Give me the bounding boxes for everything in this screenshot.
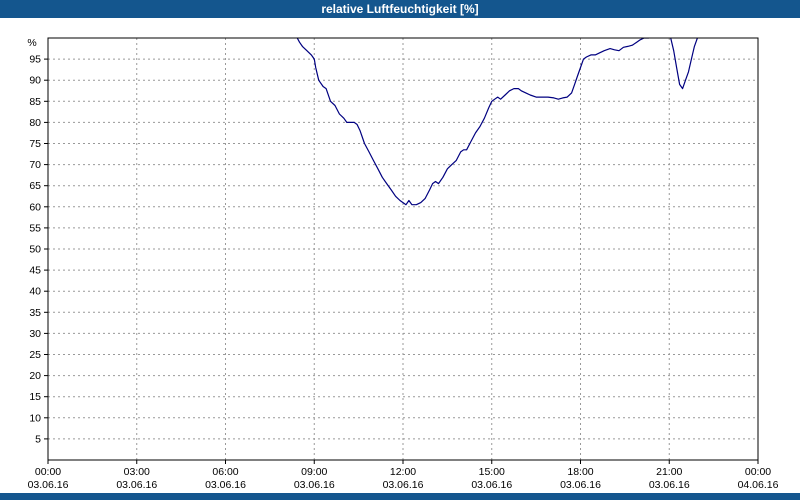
x-tick-time-label: 18:00 (567, 466, 593, 478)
x-tick-date-label: 03.06.16 (294, 479, 335, 491)
y-tick-label: 70 (29, 159, 41, 171)
x-tick-time-label: 21:00 (656, 466, 682, 478)
x-tick-time-label: 06:00 (212, 466, 238, 478)
bottom-bar (0, 493, 800, 500)
y-tick-label: 20 (29, 370, 41, 382)
y-tick-label: 40 (29, 286, 41, 298)
x-tick-date-label: 03.06.16 (649, 479, 690, 491)
chart-titlebar: relative Luftfeuchtigkeit [%] (0, 0, 800, 18)
plot-border (47, 37, 759, 461)
y-tick-label: 15 (29, 391, 41, 403)
y-tick-label: 80 (29, 117, 41, 129)
x-tick-time-label: 15:00 (479, 466, 505, 478)
x-tick-time-label: 09:00 (301, 466, 327, 478)
x-tick-date-label: 03.06.16 (560, 479, 601, 491)
x-tick-time-label: 12:00 (390, 466, 416, 478)
chart-title: relative Luftfeuchtigkeit [%] (321, 2, 479, 16)
x-tick-date-label: 03.06.16 (116, 479, 157, 491)
y-tick-label: 95 (29, 54, 41, 66)
y-tick-label: 35 (29, 307, 41, 319)
x-tick-date-label: 03.06.16 (471, 479, 512, 491)
y-tick-label: 90 (29, 75, 41, 87)
y-tick-label: 55 (29, 222, 41, 234)
x-tick-date-label: 04.06.16 (738, 479, 779, 491)
y-tick-label: 5 (35, 433, 41, 445)
y-tick-label: 10 (29, 412, 41, 424)
y-tick-label: 25 (29, 349, 41, 361)
x-tick-date-label: 03.06.16 (28, 479, 69, 491)
x-tick-time-label: 00:00 (745, 466, 771, 478)
x-tick-time-label: 03:00 (124, 466, 150, 478)
y-tick-label: 75 (29, 138, 41, 150)
y-axis-unit-label: % (27, 37, 36, 49)
y-tick-label: 45 (29, 265, 41, 277)
y-tick-label: 60 (29, 201, 41, 213)
y-tick-label: 65 (29, 180, 41, 192)
x-tick-date-label: 03.06.16 (205, 479, 246, 491)
y-tick-label: 30 (29, 328, 41, 340)
x-tick-date-label: 03.06.16 (383, 479, 424, 491)
y-tick-label: 85 (29, 96, 41, 108)
humidity-series-line (296, 38, 699, 206)
y-tick-label: 50 (29, 244, 41, 256)
x-tick-time-label: 00:00 (35, 466, 61, 478)
